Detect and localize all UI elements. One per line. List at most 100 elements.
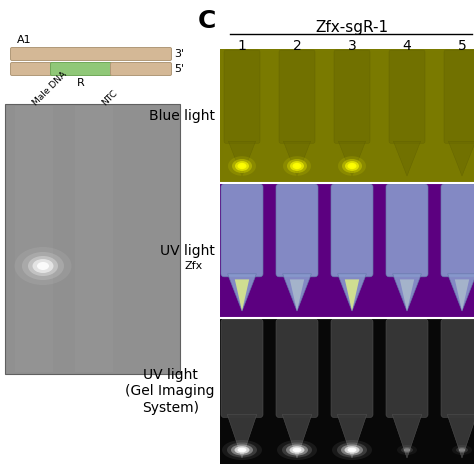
Ellipse shape [237, 163, 246, 169]
Text: 1: 1 [237, 39, 246, 53]
FancyBboxPatch shape [331, 319, 373, 418]
Text: 3: 3 [347, 39, 356, 53]
Text: R: R [77, 78, 85, 88]
Ellipse shape [290, 446, 304, 454]
Ellipse shape [347, 448, 356, 452]
Text: NTC: NTC [100, 88, 119, 107]
FancyBboxPatch shape [10, 63, 54, 75]
Text: Zfx-sgR-1: Zfx-sgR-1 [316, 20, 389, 35]
Ellipse shape [332, 440, 372, 460]
Text: C: C [198, 9, 216, 33]
FancyBboxPatch shape [334, 50, 370, 143]
Ellipse shape [222, 440, 262, 460]
FancyBboxPatch shape [441, 319, 474, 418]
Ellipse shape [231, 445, 253, 456]
Polygon shape [337, 274, 366, 311]
Polygon shape [345, 279, 359, 311]
Text: Zfx: Zfx [185, 261, 203, 271]
Bar [75, 106, 113, 372]
FancyBboxPatch shape [386, 319, 428, 418]
FancyBboxPatch shape [10, 47, 172, 61]
Ellipse shape [235, 446, 249, 454]
Ellipse shape [290, 161, 304, 171]
FancyBboxPatch shape [389, 50, 425, 143]
FancyBboxPatch shape [224, 50, 260, 143]
Text: 2: 2 [292, 39, 301, 53]
Ellipse shape [342, 159, 362, 173]
Polygon shape [392, 274, 421, 311]
FancyBboxPatch shape [276, 184, 318, 277]
FancyBboxPatch shape [221, 319, 263, 418]
Ellipse shape [22, 252, 64, 280]
Ellipse shape [337, 443, 367, 457]
Text: UV light
(Gel Imaging
System): UV light (Gel Imaging System) [126, 368, 215, 415]
Ellipse shape [458, 448, 465, 452]
Ellipse shape [227, 443, 257, 457]
Ellipse shape [28, 256, 58, 276]
Ellipse shape [292, 163, 301, 169]
Ellipse shape [452, 445, 472, 455]
Bar [220, 184, 474, 317]
Ellipse shape [349, 449, 355, 451]
Ellipse shape [403, 448, 410, 452]
Polygon shape [283, 274, 311, 311]
Ellipse shape [345, 161, 359, 171]
Ellipse shape [37, 262, 49, 270]
FancyBboxPatch shape [441, 184, 474, 277]
Bar [15, 106, 53, 372]
Ellipse shape [294, 449, 300, 451]
Ellipse shape [237, 448, 246, 452]
Polygon shape [447, 274, 474, 311]
Ellipse shape [282, 443, 312, 457]
Text: A1: A1 [17, 35, 32, 45]
Ellipse shape [232, 159, 252, 173]
FancyBboxPatch shape [386, 184, 428, 277]
Ellipse shape [239, 449, 245, 451]
Ellipse shape [33, 259, 54, 273]
FancyBboxPatch shape [444, 50, 474, 143]
Ellipse shape [239, 164, 245, 168]
Text: UV light: UV light [160, 244, 215, 257]
Ellipse shape [235, 161, 249, 171]
FancyBboxPatch shape [276, 319, 318, 418]
Polygon shape [338, 141, 365, 176]
Ellipse shape [277, 440, 317, 460]
Ellipse shape [401, 447, 413, 453]
Ellipse shape [287, 159, 307, 173]
Ellipse shape [286, 445, 308, 456]
Ellipse shape [456, 447, 468, 453]
FancyBboxPatch shape [221, 184, 263, 277]
Ellipse shape [349, 164, 355, 168]
Polygon shape [400, 279, 414, 311]
Ellipse shape [228, 156, 256, 176]
Text: 5: 5 [457, 39, 466, 53]
Polygon shape [283, 141, 310, 176]
Ellipse shape [15, 247, 72, 285]
FancyBboxPatch shape [331, 184, 373, 277]
Text: Male DNA: Male DNA [31, 69, 69, 107]
Polygon shape [392, 414, 422, 458]
Bar [5, 104, 180, 374]
Polygon shape [227, 414, 257, 458]
Bar [220, 49, 474, 182]
Polygon shape [228, 141, 255, 176]
Ellipse shape [345, 446, 359, 454]
Polygon shape [282, 414, 312, 458]
Polygon shape [235, 279, 249, 311]
FancyBboxPatch shape [279, 50, 315, 143]
Polygon shape [228, 274, 256, 311]
Polygon shape [455, 279, 469, 311]
Text: 5': 5' [174, 64, 184, 74]
Text: 4: 4 [402, 39, 411, 53]
Text: Blue light: Blue light [149, 109, 215, 122]
Ellipse shape [292, 448, 301, 452]
FancyBboxPatch shape [51, 63, 113, 75]
Ellipse shape [294, 164, 300, 168]
Polygon shape [393, 141, 420, 176]
Text: 3': 3' [174, 49, 184, 59]
Polygon shape [337, 414, 367, 458]
FancyBboxPatch shape [110, 63, 172, 75]
Ellipse shape [341, 445, 363, 456]
Polygon shape [447, 414, 474, 458]
Polygon shape [290, 279, 304, 311]
